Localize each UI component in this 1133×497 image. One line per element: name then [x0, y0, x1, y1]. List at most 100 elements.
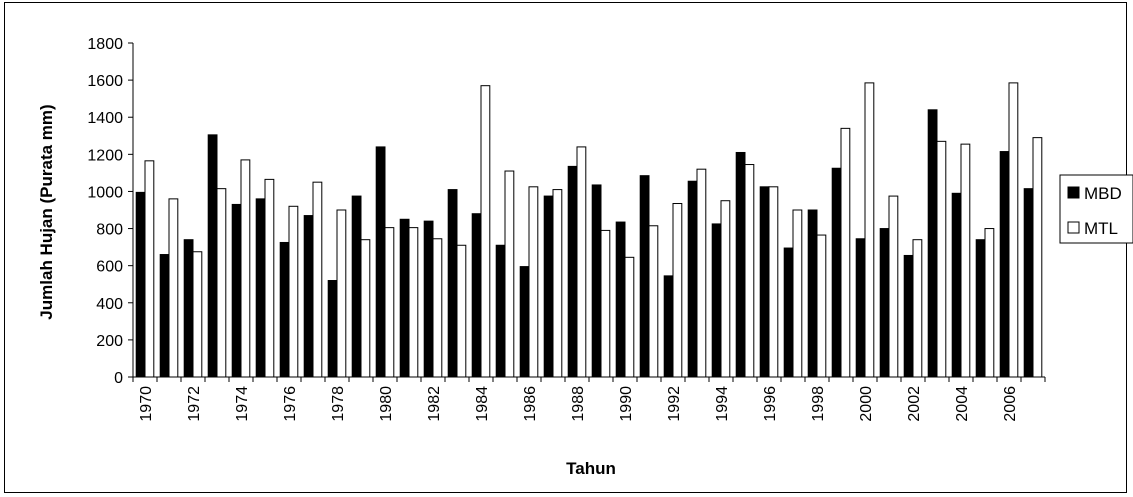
bar-mtl-1976 — [288, 205, 299, 378]
bar-mbd-1990 — [615, 221, 626, 378]
legend: MBD MTL — [1059, 174, 1133, 244]
x-axis-label: Tahun — [566, 459, 616, 478]
bar-mtl-1974 — [240, 159, 251, 378]
bar-mtl-1990 — [624, 256, 635, 378]
bar-mbd-1999 — [831, 167, 842, 378]
y-tick-label: 1200 — [87, 147, 123, 164]
bar-mbd-1986 — [519, 266, 530, 378]
y-tick-label: 0 — [114, 370, 123, 387]
x-tick-label: 1994 — [714, 386, 731, 422]
bar-mbd-2007 — [1023, 188, 1034, 378]
bar-mbd-1988 — [567, 165, 578, 378]
y-tick-label: 200 — [96, 333, 123, 350]
x-tick-label: 1992 — [666, 386, 683, 422]
y-tick-label: 800 — [96, 222, 123, 239]
bar-mtl-1979 — [360, 239, 371, 378]
x-tick-label: 1982 — [426, 386, 443, 422]
bar-mbd-1977 — [303, 215, 314, 378]
bar-mtl-1982 — [432, 238, 443, 378]
y-axis-label: Jumlah Hujan (Purata mm) — [37, 104, 56, 319]
y-tick-label: 1600 — [87, 73, 123, 90]
bar-mtl-1991 — [648, 225, 659, 378]
bar-mtl-2005 — [984, 228, 995, 378]
bar-mtl-1977 — [312, 181, 323, 378]
legend-swatch-mbd — [1067, 186, 1080, 199]
bar-mbd-1991 — [639, 175, 650, 378]
x-tick-labels: 1970 1972 1974 1976 1978 1980 1982 1984 1986 1988… — [138, 386, 1019, 422]
bar-mbd-2005 — [975, 239, 986, 378]
x-tick-label: 1970 — [138, 386, 155, 422]
bar-mbd-2004 — [951, 192, 962, 378]
y-tick-label: 1400 — [87, 110, 123, 127]
bar-mbd-1975 — [255, 198, 266, 378]
bar-mtl-1975 — [264, 178, 275, 378]
legend-swatch-mtl — [1067, 221, 1080, 234]
y-tick-label: 1800 — [87, 36, 123, 53]
x-tick-label: 1988 — [570, 386, 587, 422]
bar-mtl-1981 — [408, 227, 419, 378]
bar-mtl-1992 — [672, 203, 683, 378]
bar-mbd-1993 — [687, 180, 698, 378]
bar-mbd-1978 — [327, 280, 338, 378]
x-tick-label: 1996 — [762, 386, 779, 422]
bar-mtl-2006 — [1008, 82, 1019, 378]
x-tick-label: 2004 — [954, 386, 971, 422]
bar-mtl-1978 — [336, 209, 347, 378]
x-tick-label: 1974 — [234, 386, 251, 422]
x-tick-label: 1986 — [522, 386, 539, 422]
y-tick-label: 400 — [96, 296, 123, 313]
bar-mbd-1997 — [783, 247, 794, 378]
x-tick-label: 2006 — [1002, 386, 1019, 422]
x-tick-label: 1972 — [186, 386, 203, 422]
legend-label-mbd: MBD — [1084, 184, 1122, 203]
bar-mbd-1974 — [231, 203, 242, 378]
axes — [128, 42, 1046, 382]
bar-mbd-1972 — [183, 239, 194, 378]
bar-mtl-1997 — [792, 209, 803, 378]
bar-mtl-2007 — [1032, 137, 1043, 378]
bar-mtl-1989 — [600, 229, 611, 378]
x-tick-label: 1976 — [282, 386, 299, 422]
bar-mtl-2003 — [936, 140, 947, 378]
x-tick-label: 1998 — [810, 386, 827, 422]
legend-label-mtl: MTL — [1084, 219, 1118, 238]
bar-mtl-1985 — [504, 170, 515, 378]
bar-mbd-2001 — [879, 228, 890, 378]
y-tick-label: 600 — [96, 259, 123, 276]
bar-mtl-1999 — [840, 127, 851, 378]
bar-mtl-1988 — [576, 146, 587, 378]
bar-mbd-1981 — [399, 218, 410, 378]
x-tick-label: 1984 — [474, 386, 491, 422]
bar-mbd-1979 — [351, 195, 362, 378]
bar-mtl-1973 — [216, 188, 227, 378]
bar-mbd-1989 — [591, 184, 602, 378]
bar-mtl-1980 — [384, 227, 395, 378]
x-tick-label: 1990 — [618, 386, 635, 422]
bar-mtl-1998 — [816, 234, 827, 378]
x-tick-label: 1980 — [378, 386, 395, 422]
bar-mbd-2002 — [903, 254, 914, 378]
bar-mbd-1992 — [663, 275, 674, 378]
bar-mtl-1972 — [192, 251, 203, 378]
y-tick-labels: 0 200 400 600 800 1000 1200 1400 1600 1800 — [87, 36, 123, 387]
bar-mbd-1976 — [279, 241, 290, 378]
bar-mbd-1973 — [207, 134, 218, 378]
bar-mbd-1994 — [711, 223, 722, 378]
y-tick-label: 1000 — [87, 184, 123, 201]
x-tick-label: 1978 — [330, 386, 347, 422]
bar-mtl-2000 — [864, 82, 875, 378]
bar-mbd-1998 — [807, 209, 818, 378]
bar-mtl-2002 — [912, 239, 923, 378]
x-tick-label: 2002 — [906, 386, 923, 422]
bar-mtl-1986 — [528, 186, 539, 378]
bar-mtl-1993 — [696, 168, 707, 378]
bar-mbd-2006 — [999, 151, 1010, 378]
bar-mbd-1984 — [471, 213, 482, 378]
bar-mtl-1970 — [144, 160, 155, 378]
bar-mbd-1980 — [375, 146, 386, 378]
bar-mbd-1982 — [423, 220, 434, 378]
bar-mtl-1995 — [744, 164, 755, 378]
bar-mtl-1984 — [480, 85, 491, 378]
bar-mbd-1970 — [135, 191, 146, 378]
